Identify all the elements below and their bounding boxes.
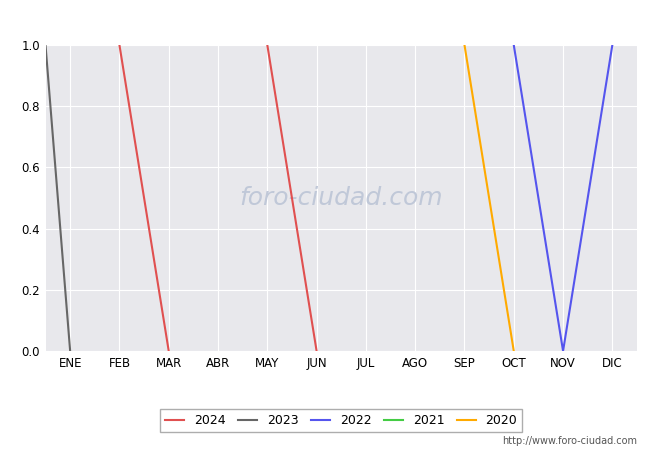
- Legend: 2024, 2023, 2022, 2021, 2020: 2024, 2023, 2022, 2021, 2020: [161, 409, 522, 432]
- 2022: [608, 42, 616, 48]
- Text: Matriculaciones de Vehiculos en Orbara: Matriculaciones de Vehiculos en Orbara: [161, 8, 489, 26]
- Line: 2022: 2022: [514, 45, 612, 351]
- 2022: [510, 42, 517, 48]
- Text: foro-ciudad.com: foro-ciudad.com: [239, 186, 443, 210]
- 2022: [559, 348, 567, 354]
- Text: http://www.foro-ciudad.com: http://www.foro-ciudad.com: [502, 436, 637, 446]
